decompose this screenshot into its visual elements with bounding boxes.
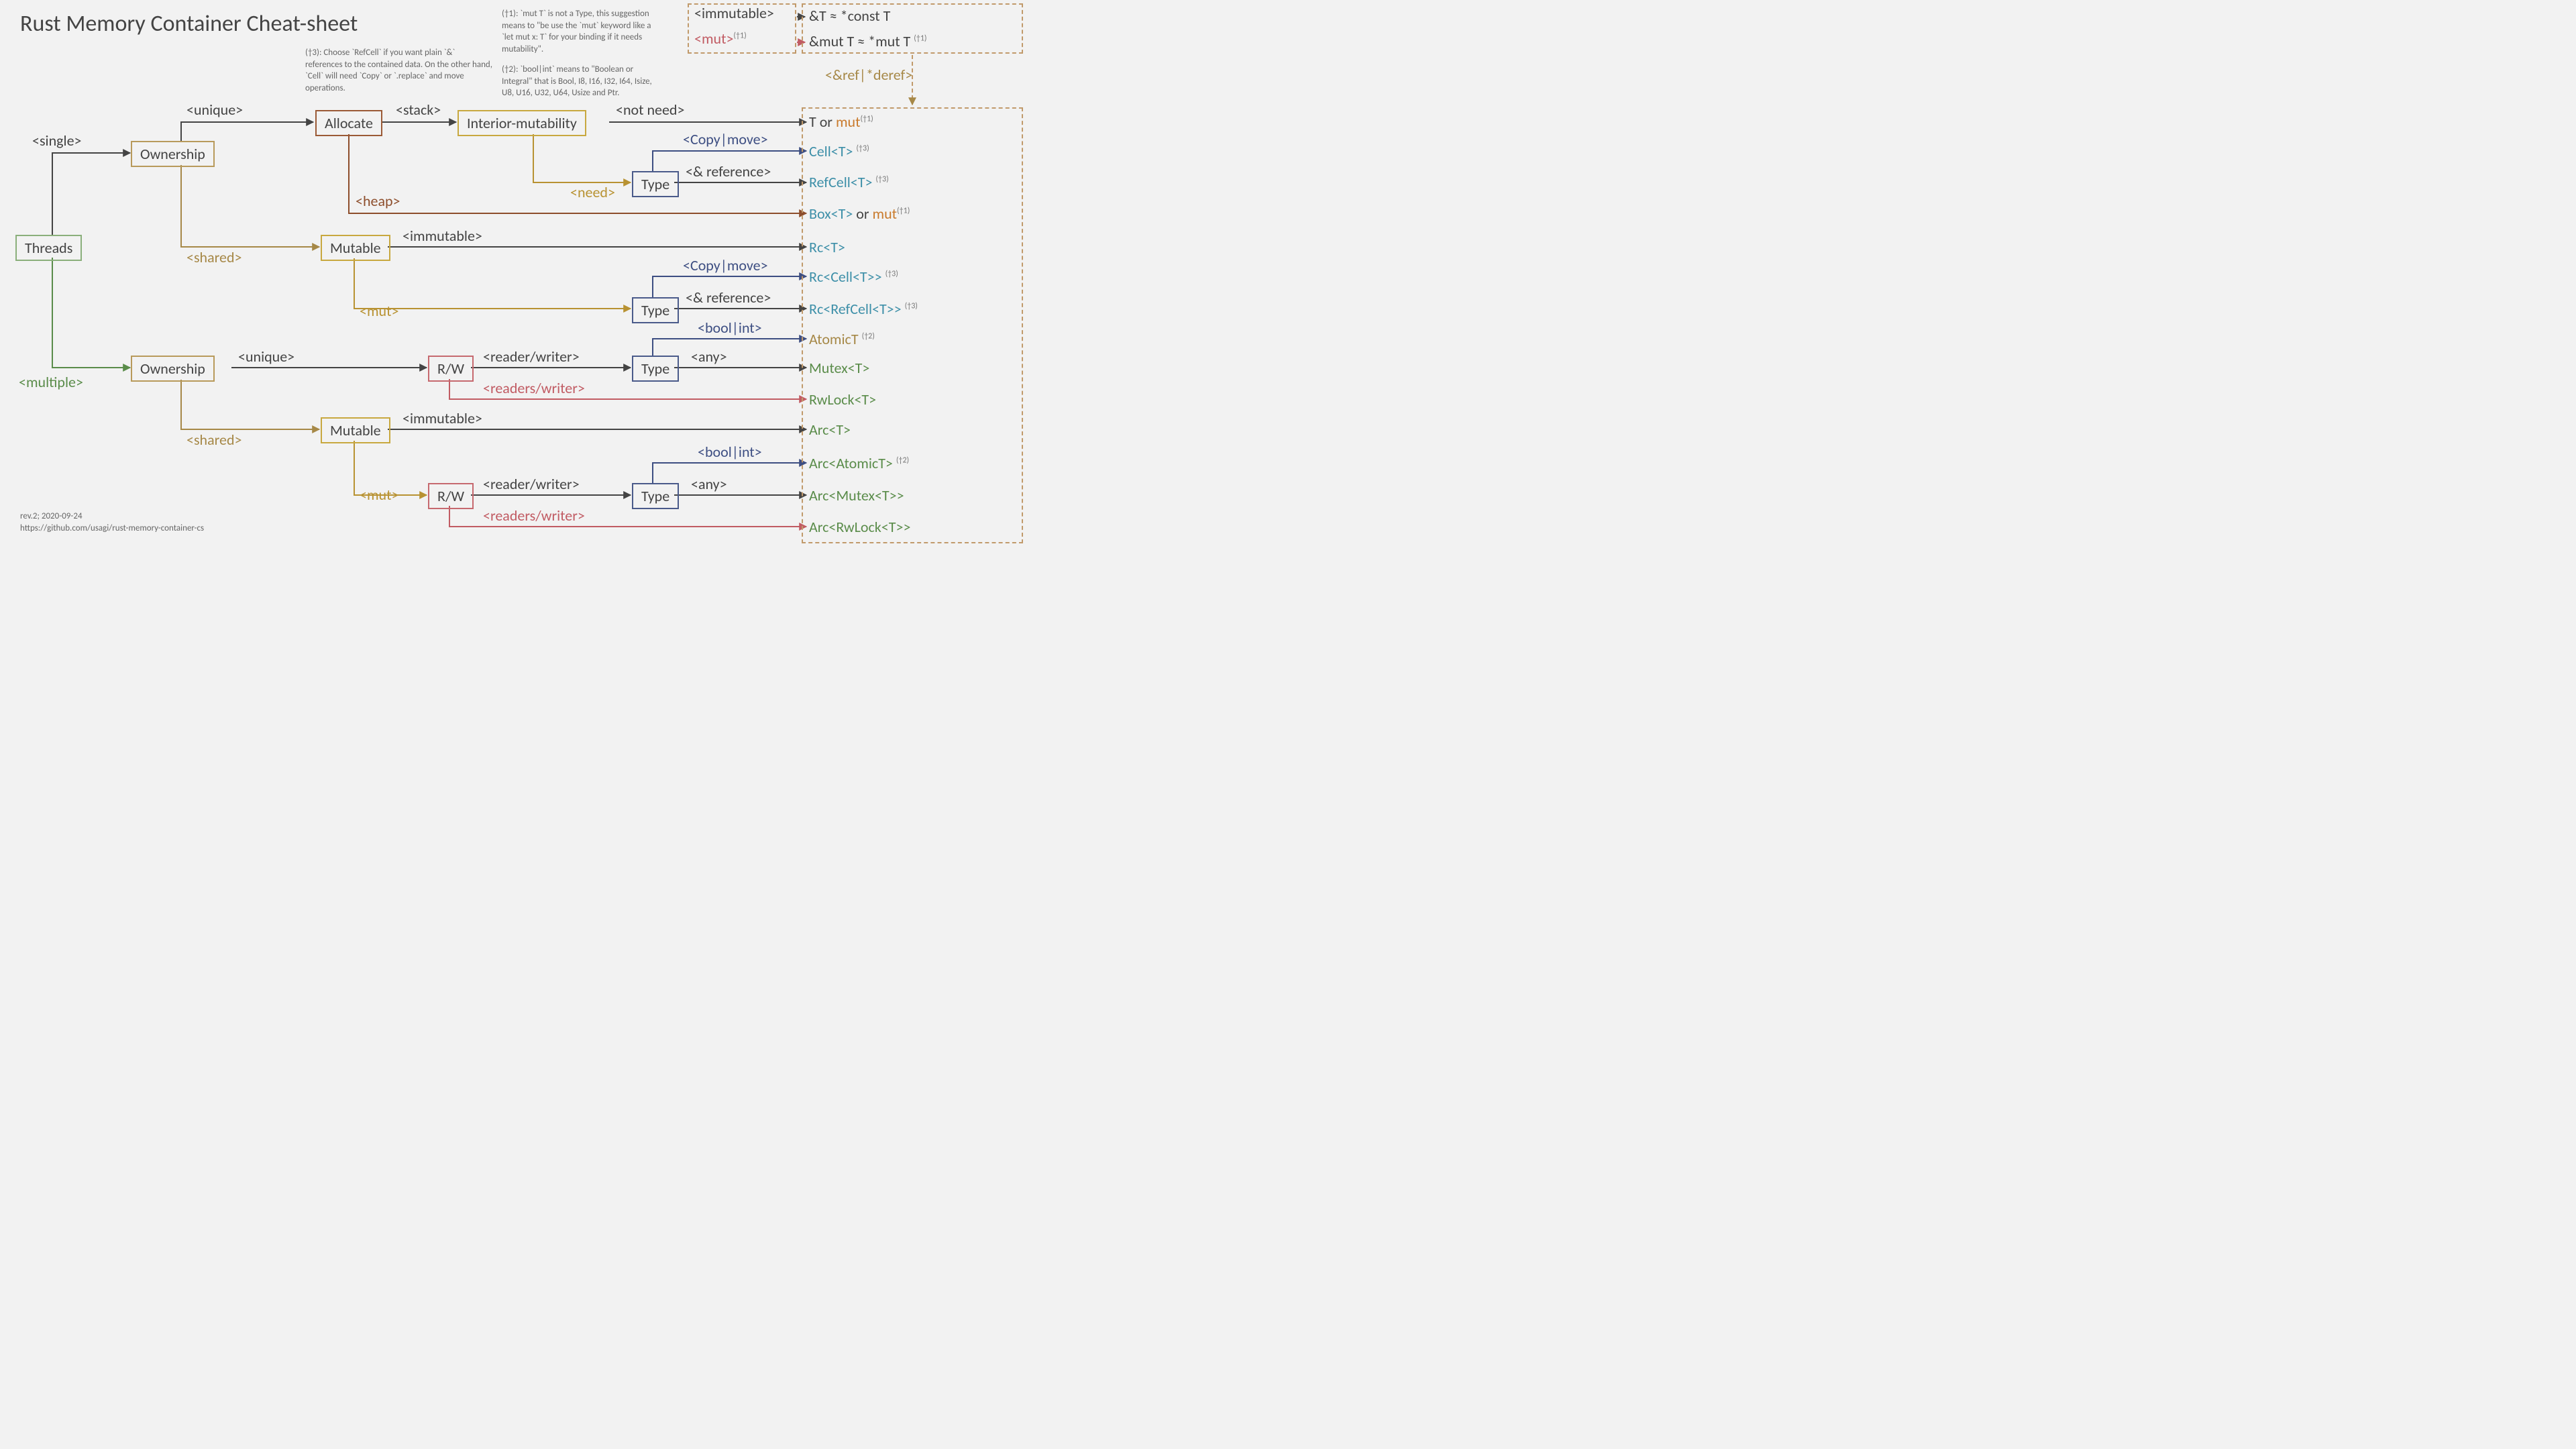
edge-ref-1: <& reference> <box>686 162 771 180</box>
result-T: T or mut(†1) <box>809 113 873 131</box>
edge-copymove-2: <Copy|move> <box>683 256 768 274</box>
mutable1-box: Mutable <box>321 235 390 261</box>
topbox-constT: &T ≈ *const T <box>809 7 890 25</box>
topbox-immutable: <immutable> <box>694 4 774 22</box>
footer-url: https://github.com/usagi/rust-memory-con… <box>20 523 204 533</box>
type1-box: Type <box>632 171 679 197</box>
edge-immutable-2: <immutable> <box>402 409 482 427</box>
result-Rc: Rc<T> <box>809 238 845 256</box>
edge-shared-1: <shared> <box>186 248 242 266</box>
edge-any-1: <any> <box>691 347 727 366</box>
edge-boolint-2: <bool|int> <box>698 443 762 461</box>
type3-box: Type <box>632 356 679 382</box>
edge-mut-1: <mut> <box>360 302 398 320</box>
rw1-box: R/W <box>428 356 474 382</box>
result-RwLock: RwLock<T> <box>809 390 876 409</box>
edge-heap: <heap> <box>356 192 400 210</box>
type4-box: Type <box>632 483 679 509</box>
edge-derefref: <&ref|*deref> <box>825 66 912 84</box>
result-Box: Box<T> or mut(†1) <box>809 205 910 223</box>
edge-rw-1: <reader/writer> <box>483 347 580 366</box>
threads-box: Threads <box>15 235 82 261</box>
result-ArcRwLock: Arc<RwLock<T>> <box>809 518 910 536</box>
edge-boolint-1: <bool|int> <box>698 319 762 337</box>
topbox-mutT: &mut T ≈ *mut T (†1) <box>809 32 927 50</box>
edge-rws-2: <readers/writer> <box>483 506 585 525</box>
footnote-2: (†2): `bool|int` means to "Boolean or In… <box>502 64 663 99</box>
edge-single: <single> <box>32 131 81 150</box>
result-RcRefCell: Rc<RefCell<T>> (†3) <box>809 300 918 318</box>
result-Mutex: Mutex<T> <box>809 359 869 377</box>
result-RcCell: Rc<Cell<T>> (†3) <box>809 268 898 286</box>
edge-copymove-1: <Copy|move> <box>683 130 768 148</box>
result-RefCell: RefCell<T> (†3) <box>809 173 889 191</box>
interior-box: Interior-mutability <box>458 110 586 136</box>
rw2-box: R/W <box>428 483 474 509</box>
ownership1-box: Ownership <box>131 141 215 167</box>
result-AtomicT: AtomicT (†2) <box>809 330 875 348</box>
result-ArcMutex: Arc<Mutex<T>> <box>809 486 904 504</box>
result-Cell: Cell<T> (†3) <box>809 142 869 160</box>
edge-need: <need> <box>570 183 615 201</box>
footnote-3: (†3): Choose `RefCell` if you want plain… <box>305 47 493 94</box>
footer-rev: rev.2; 2020-09-24 <box>20 511 83 521</box>
result-Arc: Arc<T> <box>809 421 851 439</box>
footnote-1: (†1): `mut T` is not a Type, this sugges… <box>502 8 663 55</box>
edge-any-2: <any> <box>691 475 727 493</box>
edge-rw-2: <reader/writer> <box>483 475 580 493</box>
topbox-mut: <mut>(†1) <box>694 30 747 48</box>
allocate-box: Allocate <box>315 110 382 136</box>
edge-mut-2: <mut> <box>360 486 398 504</box>
edge-rws-1: <readers/writer> <box>483 379 585 397</box>
type2-box: Type <box>632 297 679 323</box>
edge-unique-2: <unique> <box>238 347 294 366</box>
ownership2-box: Ownership <box>131 356 215 382</box>
edge-ref-2: <& reference> <box>686 288 771 307</box>
edge-unique-1: <unique> <box>186 101 243 119</box>
edge-multiple: <multiple> <box>19 373 83 391</box>
edge-shared-2: <shared> <box>186 431 242 449</box>
mutable2-box: Mutable <box>321 417 390 443</box>
edge-stack: <stack> <box>396 101 441 119</box>
edge-immutable-1: <immutable> <box>402 227 482 245</box>
edge-notneed: <not need> <box>616 101 684 119</box>
result-ArcAtomic: Arc<AtomicT> (†2) <box>809 454 909 472</box>
page-title: Rust Memory Container Cheat-sheet <box>20 10 358 38</box>
